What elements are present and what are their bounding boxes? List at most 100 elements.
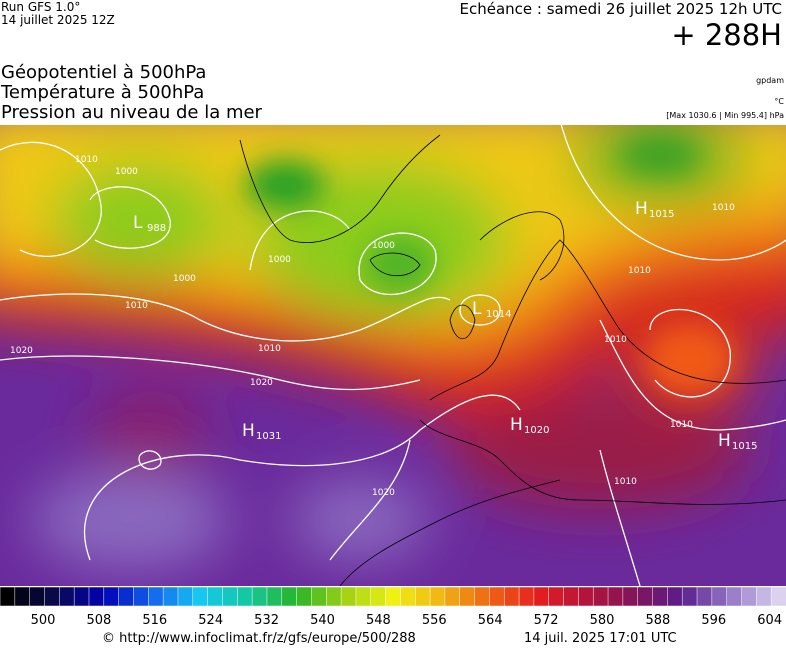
colorbar-label: 556	[422, 613, 447, 628]
center-type: H	[718, 431, 731, 451]
colorbar-swatch	[459, 586, 476, 607]
title-3: Pression au niveau de la mer	[1, 102, 262, 123]
run-date: 14 juillet 2025 12Z	[1, 13, 115, 27]
isobar-label: 1010	[670, 420, 693, 430]
unit-temp: °C	[774, 97, 784, 106]
colorbar-swatch	[578, 586, 594, 607]
isobars	[0, 125, 786, 586]
isobar-label: 1010	[712, 203, 735, 213]
colorbar-swatch	[59, 586, 75, 607]
colorbar-swatch	[355, 586, 372, 607]
colorbar-swatch	[474, 586, 491, 607]
colorbar-swatch	[326, 586, 342, 607]
isobar-label: 1010	[604, 335, 627, 345]
colorbar-swatch	[340, 586, 357, 607]
isobar-label: 1000	[115, 167, 138, 177]
footer-url: © http://www.infoclimat.fr/z/gfs/europe/…	[102, 631, 416, 646]
colorbar-swatch	[667, 586, 683, 607]
colorbar-swatch	[222, 586, 239, 607]
center-type: H	[635, 199, 648, 219]
coastlines	[239, 134, 786, 586]
colorbar-swatch	[652, 586, 669, 607]
colorbar-swatch	[563, 586, 580, 607]
colorbar-swatch	[548, 586, 565, 607]
run: Run GFS 1.0°	[1, 0, 81, 14]
colorbar-swatch	[266, 586, 283, 607]
center-value: 1020	[524, 425, 549, 436]
colorbar-swatch	[0, 586, 16, 607]
colorbar-swatch	[385, 586, 402, 607]
colorbar-swatch	[148, 586, 164, 607]
colorbar-swatch	[207, 586, 224, 607]
colorbar-label: 580	[590, 613, 615, 628]
colorbar-swatch	[681, 586, 698, 607]
center-type: H	[242, 421, 255, 441]
colorbar-swatch	[400, 586, 416, 607]
field	[0, 125, 786, 586]
colorbar-swatch	[177, 586, 194, 607]
isobar-label: 1010	[125, 301, 148, 311]
colorbar-swatch	[518, 586, 535, 607]
colorbar-swatch	[696, 586, 713, 607]
colorbar-swatch	[44, 586, 61, 607]
colorbar-swatch	[533, 586, 550, 607]
colorbar-swatch	[429, 586, 446, 607]
colorbar-swatch	[162, 586, 179, 607]
center-value: 1015	[732, 441, 757, 452]
colorbar-swatch	[103, 586, 120, 607]
colorbar-label: 500	[31, 613, 56, 628]
colorbar-swatch	[607, 586, 624, 607]
colorbar-swatch	[503, 586, 520, 607]
colorbar-swatch	[73, 586, 90, 607]
colorbar-swatch	[14, 586, 31, 607]
title-2: Température à 500hPa	[1, 82, 205, 103]
colorbar-label: 564	[478, 613, 503, 628]
colorbar-label: 548	[366, 613, 391, 628]
unit-gpdam: gpdam	[756, 76, 784, 85]
colorbar-swatch	[770, 586, 786, 607]
colorbar-swatch	[88, 586, 105, 607]
colorbar-label: 524	[198, 613, 223, 628]
isobar-label: 1000	[268, 255, 291, 265]
footer-date: 14 juil. 2025 17:01 UTC	[524, 631, 677, 646]
colorbar-label: 588	[645, 613, 670, 628]
colorbar-swatch	[592, 586, 609, 607]
colorbar-swatch	[489, 586, 505, 607]
isobar-label: 1020	[250, 378, 273, 388]
valid-time: Echéance : samedi 26 juillet 2025 12h UT…	[459, 0, 782, 18]
center-type: L	[472, 299, 482, 319]
colorbar-swatch	[192, 586, 209, 607]
colorbar-swatch	[370, 586, 387, 607]
center-type: L	[133, 213, 143, 233]
colorbar-label: 572	[534, 613, 559, 628]
isobar-label: 1010	[628, 266, 651, 276]
colorbar-swatch	[711, 586, 728, 607]
colorbar-swatch	[756, 586, 772, 607]
colorbar-label: 508	[86, 613, 111, 628]
colorbar-swatch	[741, 586, 758, 607]
colorbar-swatch	[29, 586, 46, 607]
lead-time: + 288H	[671, 18, 782, 52]
colorbar-swatch	[726, 586, 743, 607]
colorbar-swatch	[133, 586, 150, 607]
isobar-label: 1010	[614, 477, 637, 487]
colorbar-swatch	[311, 586, 328, 607]
isobar-label: 1000	[372, 241, 395, 251]
colorbar-swatch	[251, 586, 268, 607]
isobar-label: 1010	[258, 344, 281, 354]
center-value: 1015	[649, 209, 674, 220]
colorbar-swatch	[444, 586, 461, 607]
colorbar-swatch	[237, 586, 253, 607]
colorbar-label: 516	[142, 613, 167, 628]
colorbar-swatch	[296, 586, 313, 607]
center-type: H	[510, 415, 523, 435]
colorbar-swatch	[622, 586, 639, 607]
center-value: 1031	[256, 431, 281, 442]
colorbar-label: 596	[701, 613, 726, 628]
colorbar-label: 604	[757, 613, 782, 628]
colorbar-swatch	[281, 586, 298, 607]
colorbar-swatch	[637, 586, 654, 607]
colorbar-label: 532	[254, 613, 279, 628]
